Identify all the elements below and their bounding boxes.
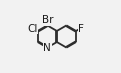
Text: F: F [78,24,84,34]
Text: N: N [43,43,51,53]
Text: Br: Br [42,15,53,25]
Text: Cl: Cl [27,24,38,34]
